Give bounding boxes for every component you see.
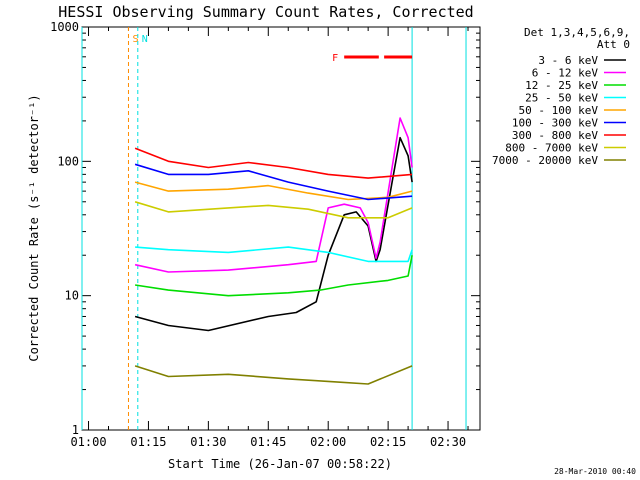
legend-entry-label: 3 - 6 keV bbox=[538, 54, 598, 67]
legend-entry-label: 50 - 100 keV bbox=[519, 104, 599, 117]
series-line bbox=[134, 147, 413, 179]
series-line bbox=[135, 246, 413, 263]
legend-entry-label: 800 - 7000 keV bbox=[505, 142, 598, 155]
marker-label: N bbox=[142, 34, 148, 45]
series-line bbox=[134, 136, 413, 332]
flare-flag: F bbox=[332, 53, 413, 64]
marker-label: S bbox=[132, 34, 138, 45]
plot-frame bbox=[81, 26, 481, 431]
series-line bbox=[134, 255, 413, 297]
legend-entry-label: 300 - 800 keV bbox=[512, 129, 598, 142]
series-line bbox=[134, 117, 413, 273]
timestamp: 28-Mar-2010 00:40 bbox=[554, 467, 636, 476]
series-lines bbox=[134, 117, 413, 385]
x-tick-label: 02:15 bbox=[370, 435, 406, 449]
legend-entry-label: 6 - 12 keV bbox=[532, 67, 599, 80]
y-tick-label: 100 bbox=[57, 154, 79, 168]
y-tick-label: 1 bbox=[72, 423, 79, 437]
series-line bbox=[134, 201, 413, 219]
y-tick-label: 10 bbox=[65, 289, 79, 303]
x-axis: 01:00 01:15 01:30 01:45 02:00 02:15 02:30 bbox=[70, 27, 469, 449]
legend-title: Att 0 bbox=[597, 38, 630, 51]
series-line bbox=[134, 163, 413, 201]
flare-flag-label: F bbox=[332, 53, 338, 64]
series-line bbox=[134, 365, 413, 385]
x-axis-label: Start Time (26-Jan-07 00:58:22) bbox=[168, 457, 392, 471]
x-tick-label: 01:15 bbox=[130, 435, 166, 449]
y-axis: 1 10 100 1000 bbox=[50, 20, 480, 437]
legend-entry-label: 25 - 50 keV bbox=[525, 92, 598, 105]
y-tick-label: 1000 bbox=[50, 20, 79, 34]
y-axis-label: Corrected Count Rate (s⁻¹ detector⁻¹) bbox=[27, 94, 41, 361]
series-line bbox=[134, 181, 413, 201]
x-tick-label: 02:30 bbox=[430, 435, 466, 449]
legend-entry-label: 7000 - 20000 keV bbox=[492, 154, 598, 167]
legend-entry-label: 12 - 25 keV bbox=[525, 79, 598, 92]
x-tick-label: 01:45 bbox=[250, 435, 286, 449]
x-tick-label: 02:00 bbox=[310, 435, 346, 449]
legend-title: Det 1,3,4,5,6,9, bbox=[524, 26, 630, 39]
x-tick-label: 01:30 bbox=[190, 435, 226, 449]
legend-entry-label: 100 - 300 keV bbox=[512, 117, 598, 130]
x-tick-label: 01:00 bbox=[70, 435, 106, 449]
chart-title: HESSI Observing Summary Count Rates, Cor… bbox=[58, 3, 473, 21]
